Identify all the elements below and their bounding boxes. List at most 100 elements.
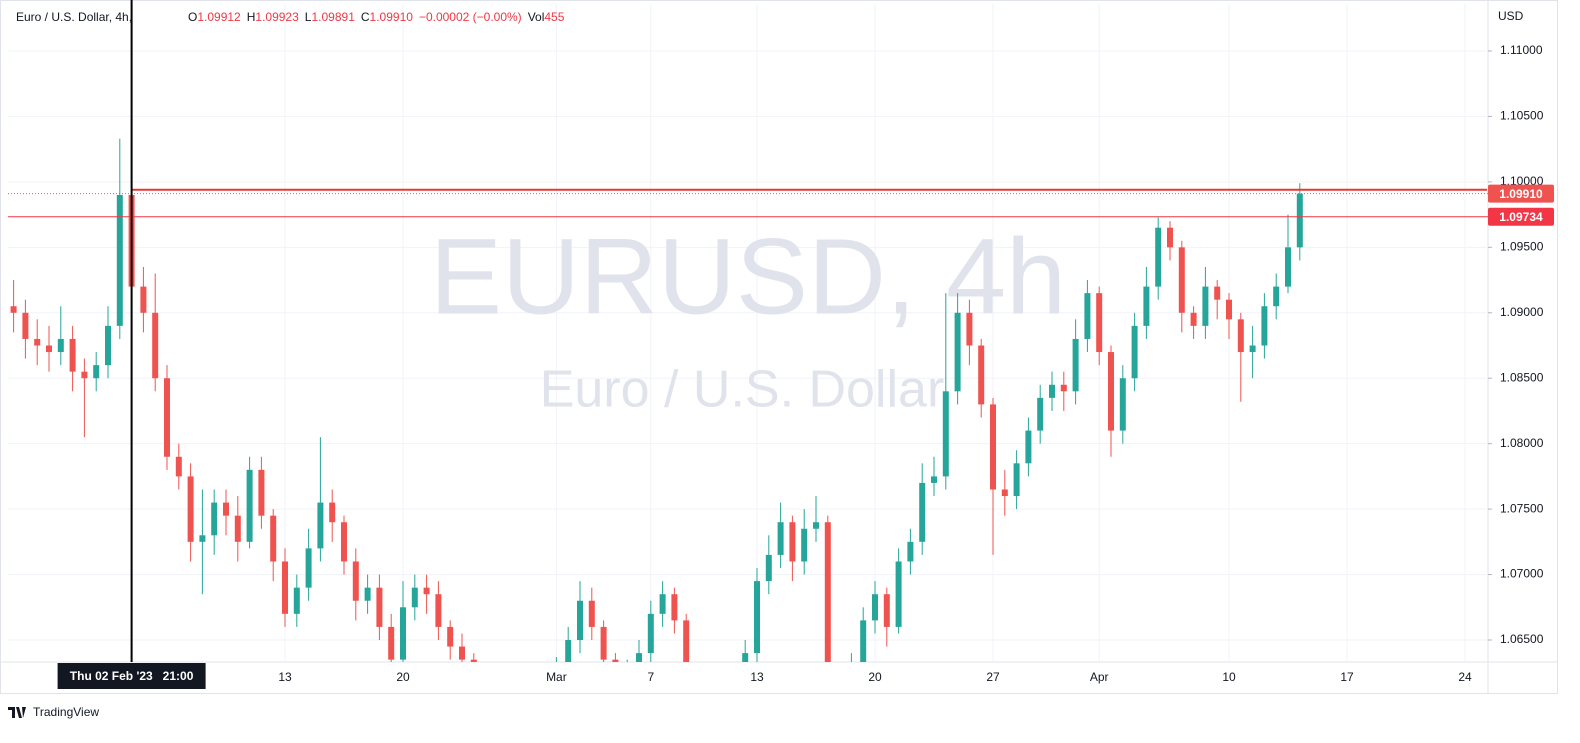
candle-body xyxy=(317,502,324,549)
candle-body xyxy=(246,469,253,542)
y-tick-label: 1.07000 xyxy=(1500,567,1544,581)
currency-label: USD xyxy=(1498,9,1524,23)
candle-body xyxy=(600,626,607,660)
y-tick-label: 1.07500 xyxy=(1500,501,1544,515)
x-tick-label: Apr xyxy=(1090,670,1109,684)
candle-body xyxy=(470,659,477,662)
candle-body xyxy=(364,587,371,601)
candle-body xyxy=(187,476,194,542)
candle-body xyxy=(435,594,442,627)
candle-body xyxy=(57,338,64,353)
candle-body xyxy=(105,325,111,366)
x-tick-label: 13 xyxy=(750,670,764,684)
candle-body xyxy=(813,522,819,529)
candle-body xyxy=(223,502,229,516)
price-label: 1.09734 xyxy=(1499,210,1543,224)
candle-body xyxy=(1143,286,1150,326)
candle-body xyxy=(211,502,218,536)
overlays xyxy=(8,0,1488,662)
candle-body xyxy=(824,522,831,662)
y-tick-label: 1.08000 xyxy=(1500,436,1544,450)
candle-body xyxy=(1273,286,1280,307)
x-tick-label: Mar xyxy=(546,670,567,684)
x-tick-label: 24 xyxy=(1458,670,1472,684)
candle-body xyxy=(577,600,583,641)
candle-body xyxy=(282,561,288,614)
candle-body xyxy=(388,626,395,660)
candle-body xyxy=(647,613,654,654)
legend-value: 1.09912 xyxy=(197,10,241,24)
candle-body xyxy=(411,587,418,608)
legend-key: L xyxy=(305,10,312,24)
candle-body xyxy=(978,345,985,405)
price-label: 1.09910 xyxy=(1499,187,1543,201)
candle-body xyxy=(777,522,784,555)
candle-body xyxy=(1190,312,1197,326)
plot-area xyxy=(10,138,1303,738)
candle-body xyxy=(789,522,796,562)
candle-body xyxy=(612,659,619,662)
candle-body xyxy=(1237,319,1244,353)
candle-body xyxy=(140,286,147,313)
candle-body xyxy=(1178,247,1185,313)
candle-body xyxy=(919,482,926,542)
candle-body xyxy=(69,338,76,372)
candle-body xyxy=(565,640,572,662)
legend-value: 1.09891 xyxy=(311,10,355,24)
candle-body xyxy=(400,607,406,660)
candle-body xyxy=(883,594,890,627)
x-tick-label: 20 xyxy=(396,670,410,684)
crosshair-label: Thu 02 Feb '23 21:00 xyxy=(70,669,194,683)
candle-body xyxy=(942,391,949,477)
candle-body xyxy=(352,561,359,601)
candle-body xyxy=(1131,325,1138,379)
candle-body xyxy=(152,312,159,379)
candle-body xyxy=(719,719,725,732)
candle-body xyxy=(636,653,642,662)
candle-body xyxy=(1096,293,1103,353)
candle-body xyxy=(1249,345,1256,353)
candle-body xyxy=(1060,384,1067,392)
y-tick-label: 1.09500 xyxy=(1500,240,1544,254)
candle-body xyxy=(801,528,808,562)
brand-name[interactable]: TradingView xyxy=(33,705,99,719)
legend-key: O xyxy=(188,10,197,24)
candle-body xyxy=(1119,378,1126,431)
candle-body xyxy=(234,515,241,542)
candle-body xyxy=(506,732,512,738)
candle-body xyxy=(494,705,500,731)
candle-body xyxy=(872,594,878,621)
candle-body xyxy=(1202,286,1209,326)
candle-body xyxy=(46,345,52,353)
price-label-box xyxy=(1488,184,1554,203)
legend-value: 1.09923 xyxy=(255,10,299,24)
watermark: EURUSD, 4h Euro / U.S. Dollar xyxy=(430,216,1066,419)
candle-body xyxy=(341,522,347,562)
candle-body xyxy=(1261,306,1268,346)
legend-key: H xyxy=(247,10,256,24)
legend-key: C xyxy=(361,10,370,24)
candle-body xyxy=(1001,489,1008,497)
candle-body xyxy=(990,404,996,490)
y-tick-label: 1.10000 xyxy=(1500,174,1544,188)
x-tick-label: 13 xyxy=(278,670,292,684)
legend-key: Vol xyxy=(528,10,545,24)
candle-body xyxy=(34,338,41,346)
candle-body xyxy=(765,554,772,582)
grid xyxy=(8,4,1488,662)
chart-frame xyxy=(0,0,1558,694)
candle-body xyxy=(164,378,170,457)
candle-body xyxy=(1108,352,1114,431)
candle-body xyxy=(542,705,548,738)
candle-body xyxy=(199,535,206,542)
candle-body xyxy=(895,561,902,627)
candle-body xyxy=(447,626,454,647)
candle-body xyxy=(907,541,914,562)
candle-body xyxy=(423,587,430,595)
candle-body xyxy=(81,371,88,379)
candle-body xyxy=(329,502,336,523)
y-tick-label: 1.11000 xyxy=(1500,43,1543,57)
brand-logo xyxy=(8,707,26,718)
candle-body xyxy=(837,705,843,731)
candle-body xyxy=(175,456,182,477)
